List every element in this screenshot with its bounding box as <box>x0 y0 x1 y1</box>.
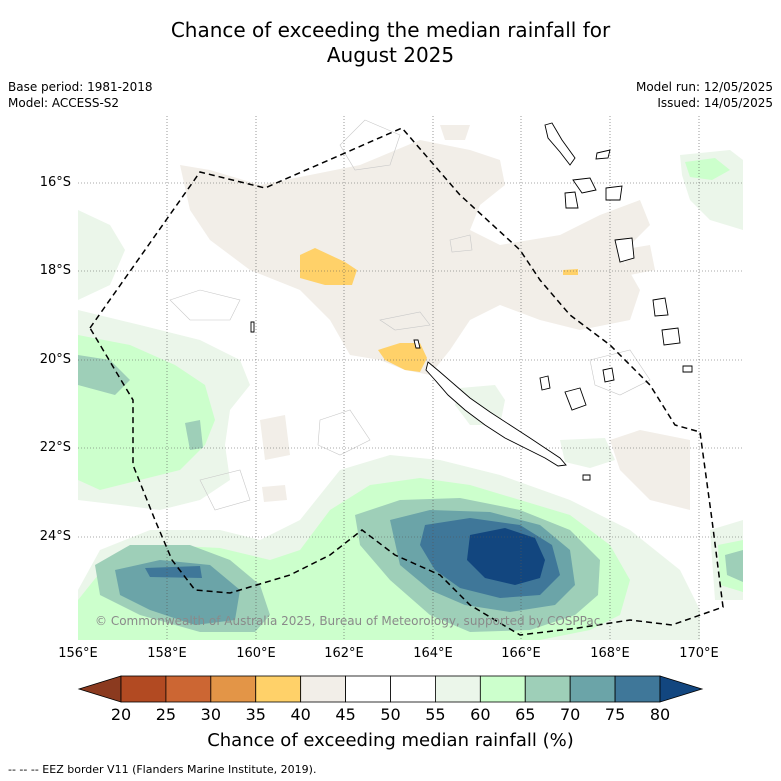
issued-date: Issued: 14/05/2025 <box>657 96 773 110</box>
meta-left: Base period: 1981-2018 Model: ACCESS-S2 <box>8 79 153 111</box>
vanuatu-island-a <box>564 191 579 209</box>
colorbar-segment <box>614 675 661 703</box>
lon-label-164e: 164°E <box>413 646 453 661</box>
model-name: Model: ACCESS-S2 <box>8 96 120 110</box>
title-line-2: August 2025 <box>326 43 455 67</box>
contour-40-45-west-blob <box>260 415 290 460</box>
meta-right: Model run: 12/05/2025 Issued: 14/05/2025 <box>636 79 773 111</box>
colorbar-extend-low <box>77 675 122 703</box>
contour-40-45-east <box>610 430 690 510</box>
colorbar-segment <box>120 675 167 703</box>
ambae-island <box>595 149 611 160</box>
lon-label-168e: 168°E <box>590 646 630 661</box>
contour-40-45-north-small <box>440 125 470 140</box>
colorbar-tick-label: 30 <box>200 705 222 724</box>
colorbar-tick-label: 25 <box>155 705 177 724</box>
matthew-island <box>661 327 681 346</box>
copyright-notice: © Commonwealth of Australia 2025, Bureau… <box>95 614 601 628</box>
colorbar-tick-label: 80 <box>649 705 671 724</box>
colorbar-extend-high <box>659 675 704 703</box>
colorbar-segment <box>479 675 526 703</box>
contour-65-70-se <box>725 550 743 582</box>
chesterfield-islet <box>250 321 255 333</box>
model-run: Model run: 12/05/2025 <box>635 80 773 94</box>
colorbar-tick-label: 70 <box>559 705 581 724</box>
lon-label-170e: 170°E <box>679 646 719 661</box>
mare-island <box>602 367 615 383</box>
colorbar-segment <box>524 675 571 703</box>
lat-label-24s: 24°S <box>39 529 71 544</box>
contour-35-40-a <box>300 248 357 285</box>
contour-35-40-b <box>378 343 427 372</box>
base-period: Base period: 1981-2018 <box>8 80 153 94</box>
contour-over-80-south <box>467 528 545 585</box>
colorbar-tick-label: 40 <box>290 705 311 724</box>
lon-label-156e: 156°E <box>58 646 98 661</box>
tanna-island <box>614 237 635 263</box>
colorbar-tick-label: 75 <box>604 705 626 724</box>
lat-label-20s: 20°S <box>39 352 71 367</box>
colorbar-segment <box>165 675 212 703</box>
probability-contours <box>78 119 743 640</box>
lon-label-166e: 166°E <box>501 646 541 661</box>
hunter-island <box>682 365 693 373</box>
contour-70-75-southwest <box>115 560 240 625</box>
espiritu-santo-island <box>544 122 576 166</box>
eez-border <box>89 127 724 636</box>
lat-label-18s: 18°S <box>39 263 71 278</box>
colorbar-tick-label: 20 <box>110 705 132 724</box>
colorbar-title: Chance of exceeding median rainfall (%) <box>207 730 574 751</box>
lon-label-158e: 158°E <box>147 646 187 661</box>
colorbar-segment <box>390 675 436 703</box>
colorbar-segment <box>345 675 391 703</box>
colorbar-tick-label: 45 <box>335 705 356 724</box>
lat-label-22s: 22°S <box>39 440 71 455</box>
colorbar-segment <box>569 675 616 703</box>
belep-islet <box>413 339 421 349</box>
contour-55-60-west-top <box>78 210 125 300</box>
title-line-1: Chance of exceeding the median rainfall … <box>170 18 611 42</box>
aneityum-island <box>652 297 669 317</box>
lifou-island <box>564 387 587 411</box>
contour-65-70-west <box>78 355 130 395</box>
isle-of-pines <box>582 474 591 481</box>
map-title: Chance of exceeding the median rainfall … <box>0 18 781 68</box>
colorbar-segment <box>255 675 302 703</box>
colorbar-tick-label: 55 <box>425 705 446 724</box>
contour-40-45-west-dot <box>262 485 287 502</box>
colorbar-segment <box>300 675 346 703</box>
contour-60-65-ne <box>685 158 730 180</box>
lon-label-162e: 162°E <box>324 646 364 661</box>
colorbar-segment <box>435 675 481 703</box>
contour-40-45-north <box>180 140 650 375</box>
efate-island <box>605 185 623 201</box>
colorbar <box>77 675 704 703</box>
eez-legend-note: -- -- -- EEZ border V11 (Flanders Marine… <box>8 763 317 776</box>
contour-65-70-west-dot <box>185 420 203 450</box>
contour-55-60-center-right <box>560 438 615 468</box>
contour-35-40-c <box>563 269 578 275</box>
new-caledonia-grande-terre <box>425 361 567 467</box>
malekula-island <box>572 177 597 194</box>
coastlines <box>250 122 693 481</box>
lat-label-16s: 16°S <box>39 175 71 190</box>
colorbar-tick-label: 35 <box>245 705 266 724</box>
colorbar-tick-label: 65 <box>515 705 536 724</box>
lon-label-160e: 160°E <box>236 646 276 661</box>
ouvea-island <box>539 375 551 391</box>
colorbar-segment <box>210 675 257 703</box>
contour-75-80-southwest <box>145 566 202 578</box>
colorbar-tick-label: 50 <box>380 705 401 724</box>
colorbar-tick-label: 60 <box>470 705 491 724</box>
